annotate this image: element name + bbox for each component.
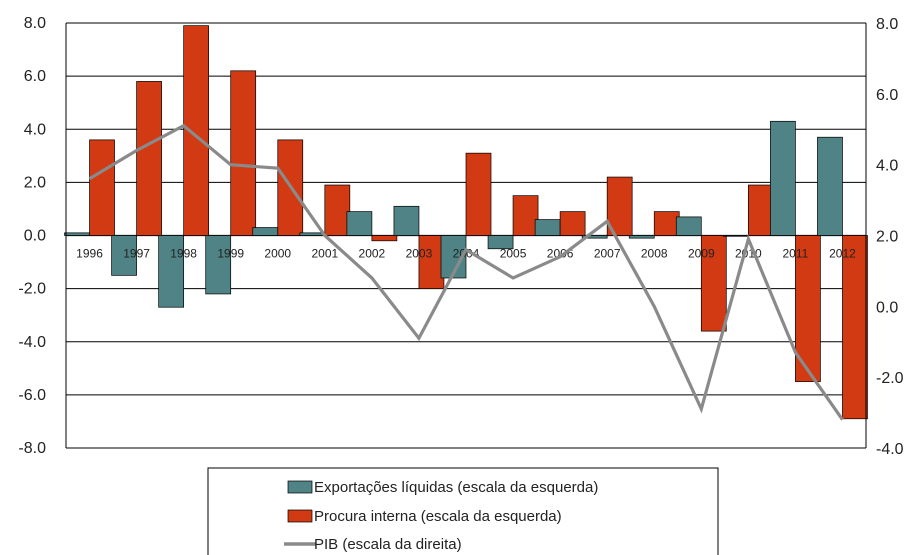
bar-exportacoes-2011 <box>770 120 796 236</box>
left-tick-label: 2.0 <box>24 174 46 191</box>
left-tick-label: -4.0 <box>18 334 46 351</box>
category-label: 2004 <box>453 247 480 261</box>
category-label: 2005 <box>500 247 527 261</box>
bar-exportacoes-1999 <box>205 235 232 295</box>
category-label: 1999 <box>217 247 244 261</box>
bar-exportacoes-2002 <box>346 211 373 236</box>
category-label: 2008 <box>641 247 668 261</box>
category-label: 2011 <box>783 247 809 261</box>
category-label: 2009 <box>688 247 715 261</box>
right-tick-label: 0.0 <box>876 299 898 316</box>
category-label: 2007 <box>594 247 621 261</box>
bar-exportacoes-2008 <box>628 235 655 239</box>
bar-procura-1996 <box>89 139 115 236</box>
legend-label: Procura interna (escala da esquerda) <box>314 508 562 525</box>
legend-label: PIB (escala da direita) <box>314 536 462 553</box>
legend-swatch <box>287 480 313 494</box>
bar-procura-2001 <box>324 184 351 236</box>
bar-procura-2010 <box>748 184 774 236</box>
left-tick-label: 0.0 <box>24 228 46 245</box>
category-label: 1996 <box>76 247 103 261</box>
bar-exportacoes-2003 <box>393 205 420 236</box>
bar-procura-2009 <box>700 235 727 332</box>
category-label: 2000 <box>264 247 291 261</box>
left-axis-ticks: 8.0 6.0 4.0 2.0 0.0 -2.0 -4.0 -6.0 -8.0 <box>18 15 46 457</box>
bar-exportacoes-2012 <box>817 136 843 236</box>
bar-procura-2003 <box>418 235 445 289</box>
bar-exportacoes-2001 <box>299 232 326 236</box>
bar-procura-2004 <box>465 152 492 236</box>
legend-label: Exportações líquidas (escala da esquerda… <box>314 479 598 496</box>
category-label: 1998 <box>170 247 197 261</box>
category-label: 2001 <box>311 247 338 261</box>
left-tick-label: -6.0 <box>18 387 46 404</box>
bars <box>64 25 868 420</box>
legend-swatch <box>287 509 313 523</box>
bar-procura-2008 <box>653 211 680 236</box>
right-axis-ticks: 8.0 6.0 4.0 2.0 0.0 -2.0 -4.0 <box>876 16 904 458</box>
left-tick-label: -2.0 <box>18 281 46 298</box>
bar-exportacoes-2010 <box>723 235 749 237</box>
line-pib <box>88 123 844 421</box>
bar-exportacoes-2005 <box>487 235 514 250</box>
bar-exportacoes-1996 <box>64 232 90 236</box>
right-tick-label: -4.0 <box>876 441 904 458</box>
bar-exportacoes-1998 <box>158 235 184 308</box>
category-labels: 1996 1997 1998 1999 2000 2001 2002 2003 2004 2005… <box>76 247 856 261</box>
left-tick-label: -8.0 <box>18 440 46 457</box>
bar-procura-2006 <box>559 211 586 236</box>
category-label: 2002 <box>359 247 386 261</box>
left-tick-label: 8.0 <box>24 15 46 32</box>
bar-exportacoes-2009 <box>675 216 702 236</box>
bar-procura-2002 <box>371 235 398 242</box>
right-tick-label: 4.0 <box>876 158 898 175</box>
right-tick-label: 2.0 <box>876 229 898 246</box>
bar-exportacoes-2000 <box>252 227 279 236</box>
category-label: 2003 <box>406 247 433 261</box>
category-label: 2012 <box>829 247 856 261</box>
bar-procura-2005 <box>512 195 539 236</box>
right-tick-label: -2.0 <box>876 370 904 387</box>
left-tick-label: 6.0 <box>24 68 46 85</box>
right-tick-label: 8.0 <box>876 16 898 33</box>
right-tick-label: 6.0 <box>876 87 898 104</box>
bar-exportacoes-2007 <box>581 235 608 239</box>
category-label: 1997 <box>123 247 150 261</box>
bar-procura-2012 <box>842 235 868 420</box>
bar-procura-1999 <box>230 70 257 236</box>
bar-exportacoes-1997 <box>111 235 137 276</box>
line-series <box>88 123 844 421</box>
legend: Exportações líquidas (escala da esquerda… <box>207 467 719 555</box>
left-tick-label: 4.0 <box>24 121 46 138</box>
bar-procura-1997 <box>136 81 162 236</box>
bar-exportacoes-2006 <box>534 219 561 236</box>
